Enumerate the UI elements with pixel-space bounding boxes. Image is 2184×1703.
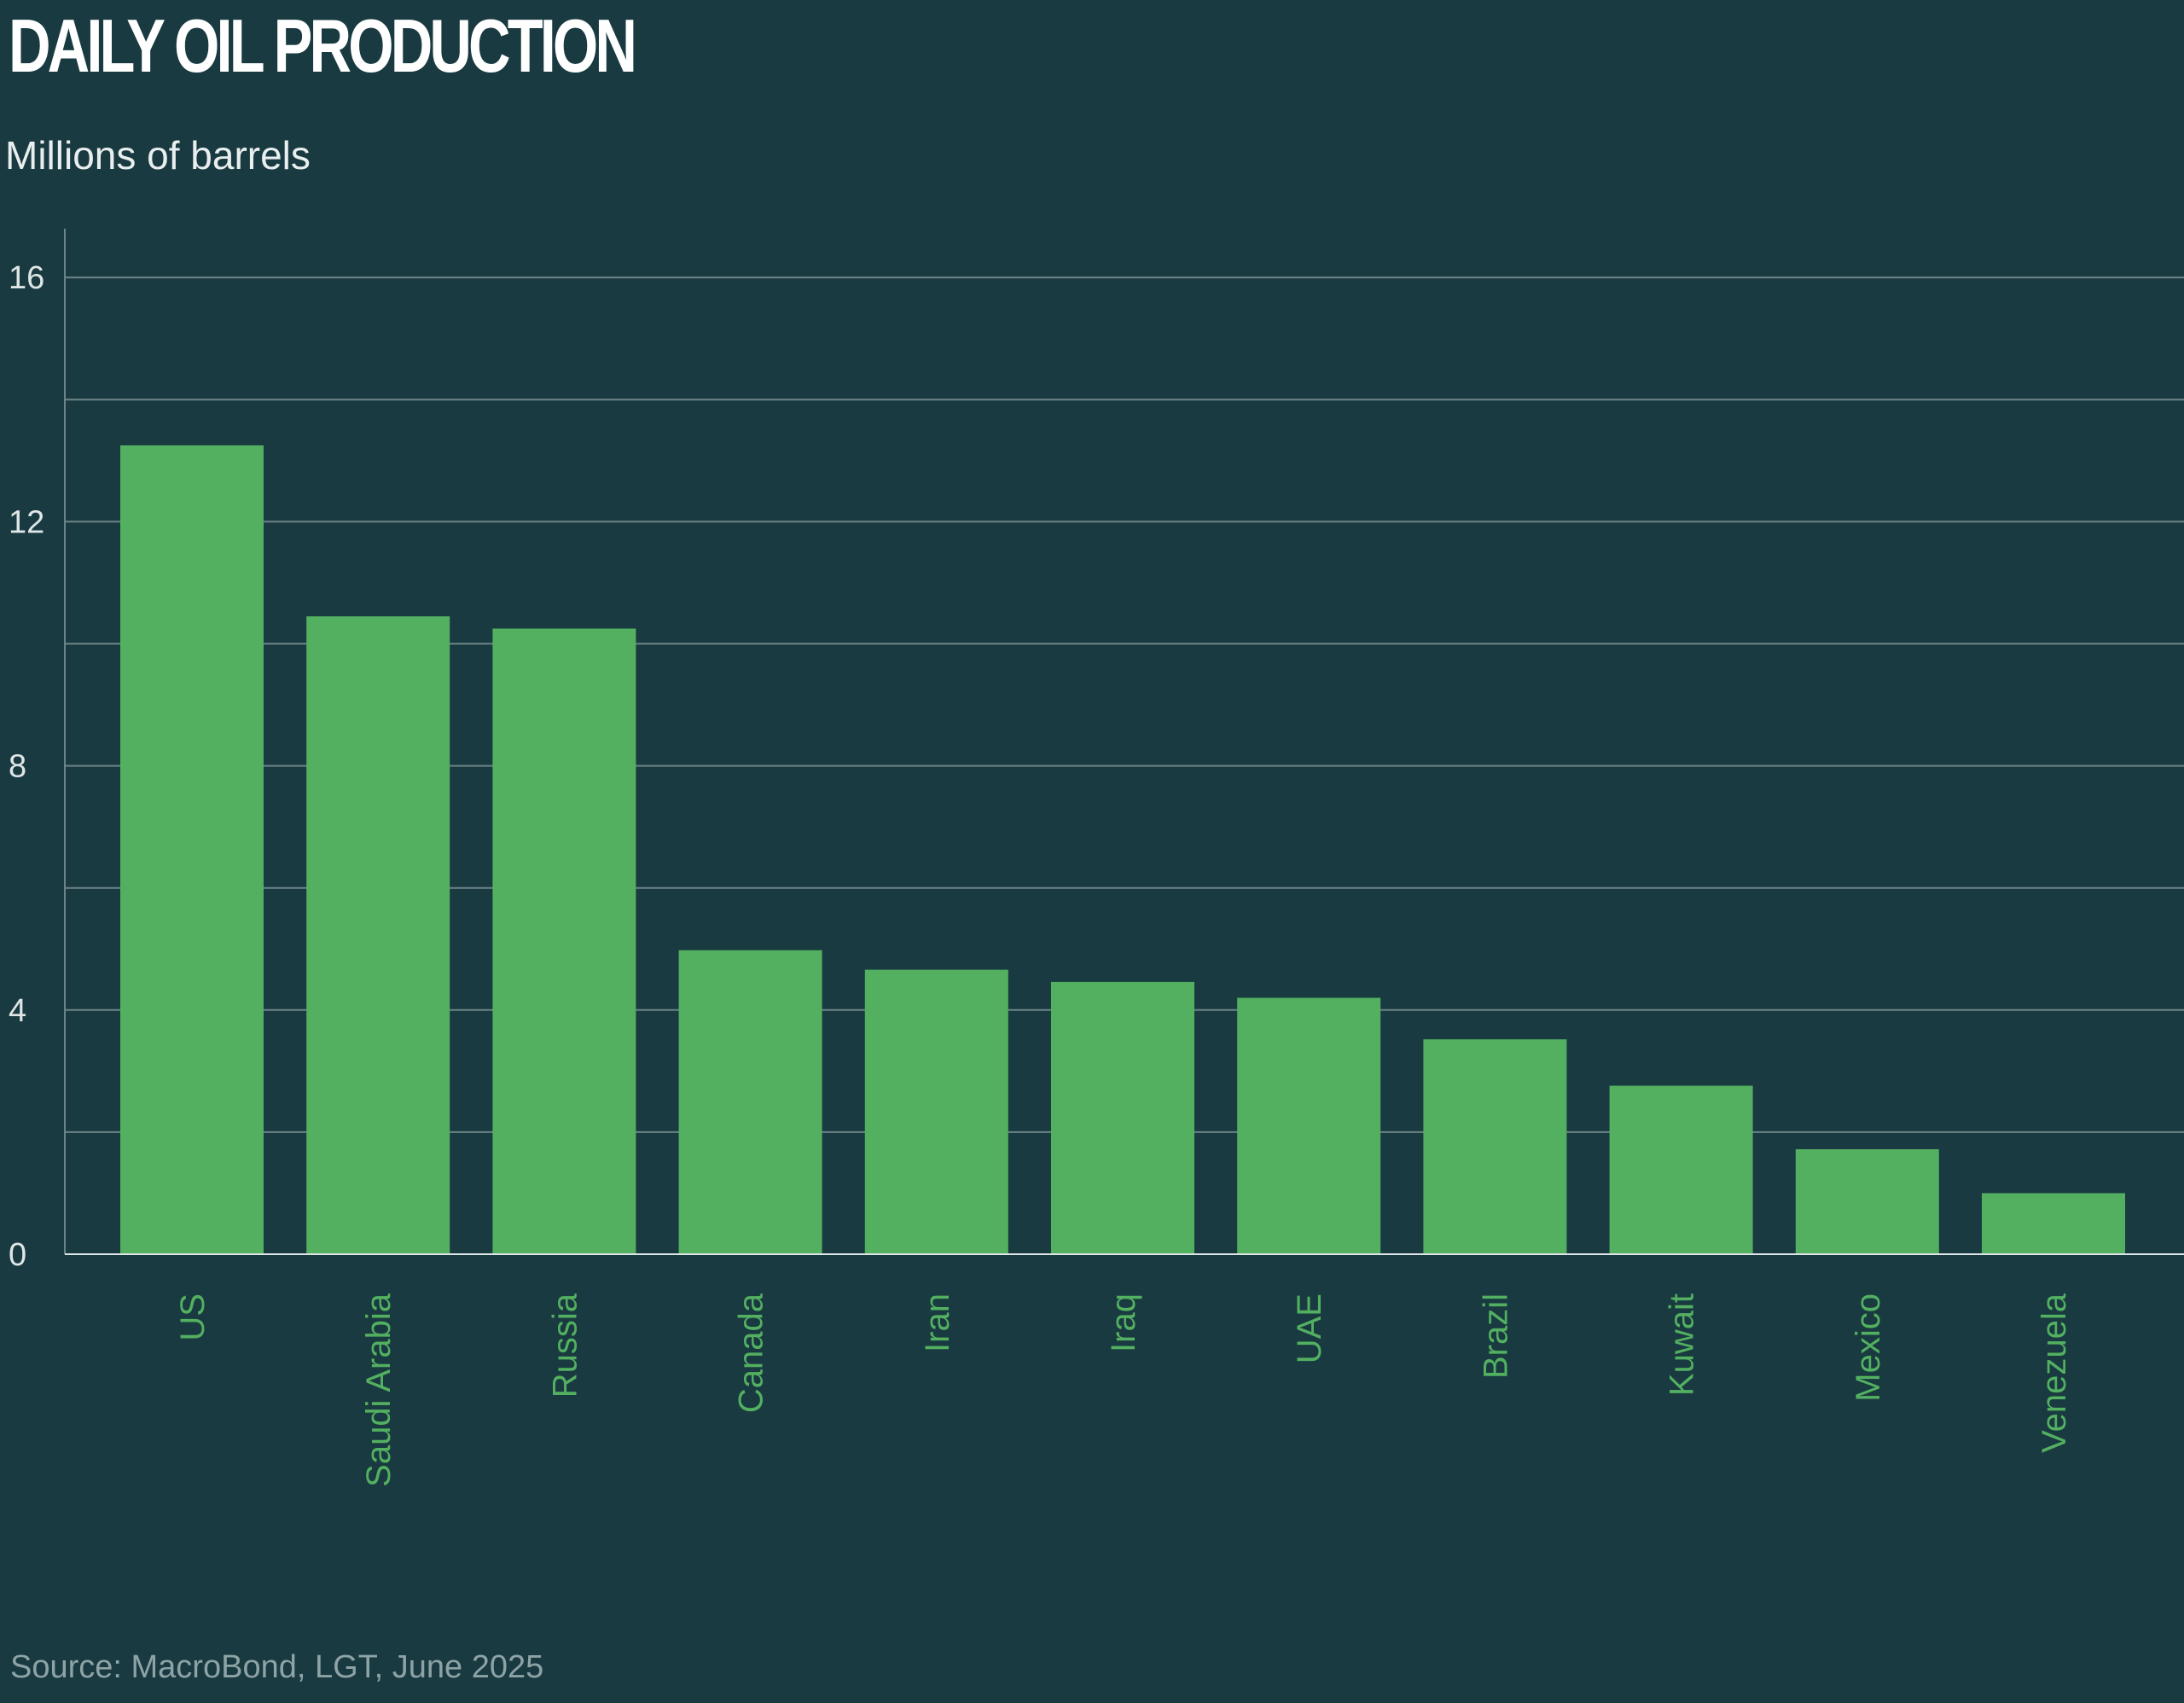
bar-brazil xyxy=(1423,1039,1567,1254)
bar-canada xyxy=(678,950,822,1254)
x-tick-label: Venezuela xyxy=(2036,1293,2073,1453)
x-tick-label: Kuwait xyxy=(1664,1293,1701,1396)
x-tick-label: Iraq xyxy=(1105,1293,1142,1352)
y-tick-label: 0 xyxy=(9,1237,26,1273)
x-tick-label: UAE xyxy=(1291,1293,1328,1363)
chart-title: DAILY OIL PRODUCTION xyxy=(9,3,637,88)
bar-iraq xyxy=(1051,981,1194,1254)
bar-uae xyxy=(1237,997,1381,1254)
x-tick-label: Russia xyxy=(546,1293,584,1398)
chart-subtitle: Millions of barrels xyxy=(5,133,311,177)
bar-russia xyxy=(492,628,636,1254)
x-tick-label: Canada xyxy=(733,1293,770,1413)
y-tick-label: 16 xyxy=(9,260,44,296)
x-tick-label: Iran xyxy=(919,1293,956,1352)
bar-us xyxy=(120,445,264,1254)
bar-mexico xyxy=(1795,1148,1939,1254)
x-tick-label: Saudi Arabia xyxy=(360,1293,398,1487)
x-tick-label: Mexico xyxy=(1850,1293,1887,1402)
chart-source-note: Source: MacroBond, LGT, June 2025 xyxy=(10,1649,544,1685)
y-tick-label: 12 xyxy=(9,504,44,540)
bar-kuwait xyxy=(1609,1085,1753,1254)
bar-saudi-arabia xyxy=(306,616,450,1254)
bar-venezuela xyxy=(1982,1193,2125,1254)
y-tick-label: 4 xyxy=(9,993,26,1029)
x-axis-ticks: US Saudi Arabia Russia Canada Iran Iraq UAE Bra… xyxy=(174,1293,2073,1487)
y-axis-ticks: 0 4 8 12 16 xyxy=(9,260,44,1273)
y-tick-label: 8 xyxy=(9,749,26,785)
x-tick-label: Brazil xyxy=(1477,1293,1514,1379)
bar-iran xyxy=(864,969,1008,1254)
x-tick-label: US xyxy=(174,1293,212,1341)
bars xyxy=(120,445,2125,1254)
